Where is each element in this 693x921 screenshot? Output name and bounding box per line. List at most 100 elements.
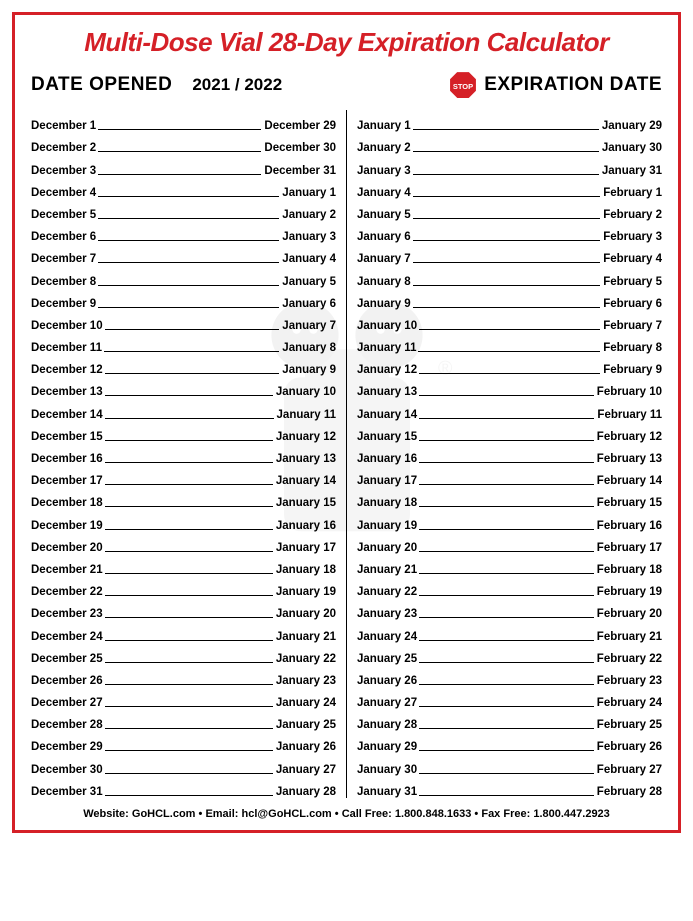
date-row: December 9January 6	[31, 288, 336, 310]
fill-rule	[105, 395, 273, 396]
expire-date: January 25	[276, 719, 336, 731]
open-date: January 12	[357, 364, 417, 376]
expire-date: January 27	[276, 764, 336, 776]
footer-email-label: Email:	[205, 808, 238, 820]
open-date: January 27	[357, 697, 417, 709]
fill-rule	[419, 728, 594, 729]
fill-rule	[105, 462, 273, 463]
open-date: December 2	[31, 142, 96, 154]
date-row: December 11 January 8	[31, 332, 336, 354]
date-row: January 9February 6	[357, 288, 662, 310]
expire-date: January 12	[276, 431, 336, 443]
fill-rule	[419, 462, 594, 463]
date-row: January 22February 19	[357, 576, 662, 598]
expire-date: February 3	[603, 231, 662, 243]
open-date: December 15	[31, 431, 103, 443]
expire-date: January 10	[276, 386, 336, 398]
header-date-opened: DATE OPENED	[31, 74, 172, 96]
date-row: December 24January 21	[31, 620, 336, 642]
open-date: January 6	[357, 231, 411, 243]
date-row: January 5February 2	[357, 199, 662, 221]
date-row: December 17January 14	[31, 465, 336, 487]
open-date: January 5	[357, 209, 411, 221]
fill-rule	[419, 706, 594, 707]
expire-date: January 2	[282, 209, 336, 221]
fill-rule	[105, 706, 273, 707]
open-date: January 24	[357, 631, 417, 643]
date-row: December 5 January 2	[31, 199, 336, 221]
open-date: January 19	[357, 520, 417, 532]
open-date: January 13	[357, 386, 417, 398]
fill-rule	[104, 351, 279, 352]
open-date: December 23	[31, 608, 103, 620]
date-row: December 16January 13	[31, 443, 336, 465]
footer-sep: •	[335, 808, 342, 820]
date-row: January 30February 27	[357, 753, 662, 775]
open-date: December 11	[31, 342, 102, 354]
open-date: January 25	[357, 653, 417, 665]
expire-date: December 31	[264, 165, 336, 177]
fill-rule	[98, 240, 279, 241]
date-row: January 13 February 10	[357, 376, 662, 398]
date-row: December 10January 7	[31, 310, 336, 332]
expire-date: February 25	[597, 719, 662, 731]
open-date: January 3	[357, 165, 411, 177]
open-date: December 13	[31, 386, 103, 398]
open-date: January 30	[357, 764, 417, 776]
expire-date: January 8	[282, 342, 336, 354]
fill-rule	[413, 262, 600, 263]
expire-date: February 12	[597, 431, 662, 443]
footer-call-label: Call Free:	[342, 808, 392, 820]
fill-rule	[419, 684, 594, 685]
expire-date: February 28	[597, 786, 662, 798]
fill-rule	[105, 617, 273, 618]
expire-date: February 20	[597, 608, 662, 620]
fill-rule	[419, 395, 594, 396]
expire-date: February 10	[597, 386, 662, 398]
fill-rule	[418, 351, 600, 352]
fill-rule	[419, 573, 594, 574]
fill-rule	[419, 551, 594, 552]
open-date: December 16	[31, 453, 103, 465]
expire-date: January 28	[276, 786, 336, 798]
expire-date: February 17	[597, 542, 662, 554]
open-date: December 3	[31, 165, 96, 177]
date-table: December 1December 29 December 2 December …	[31, 110, 662, 798]
fill-rule	[98, 307, 279, 308]
fill-rule	[98, 196, 279, 197]
open-date: December 19	[31, 520, 103, 532]
right-column: January 1January 29January 2January 30Ja…	[347, 110, 662, 798]
fill-rule	[105, 329, 280, 330]
fill-rule	[413, 307, 600, 308]
date-row: December 7January 4	[31, 243, 336, 265]
open-date: December 20	[31, 542, 103, 554]
date-row: January 23February 20	[357, 598, 662, 620]
date-row: January 19February 16	[357, 509, 662, 531]
open-date: December 7	[31, 253, 96, 265]
expire-date: February 13	[597, 453, 662, 465]
date-row: December 4January 1	[31, 177, 336, 199]
date-row: January 20February 17	[357, 532, 662, 554]
open-date: January 9	[357, 298, 411, 310]
fill-rule	[105, 573, 273, 574]
expire-date: February 14	[597, 475, 662, 487]
fill-rule	[419, 773, 594, 774]
expire-date: January 17	[276, 542, 336, 554]
open-date: December 6	[31, 231, 96, 243]
date-row: January 29February 26	[357, 731, 662, 753]
date-row: December 1December 29	[31, 110, 336, 132]
expire-date: January 22	[276, 653, 336, 665]
date-row: January 15February 12	[357, 421, 662, 443]
open-date: December 10	[31, 320, 103, 332]
expire-date: January 6	[282, 298, 336, 310]
expire-date: December 29	[264, 120, 336, 132]
open-date: January 7	[357, 253, 411, 265]
fill-rule	[98, 262, 279, 263]
date-row: December 22January 19	[31, 576, 336, 598]
footer-website: GoHCL.com	[132, 808, 196, 820]
expire-date: January 1	[282, 187, 336, 199]
expire-date: January 20	[276, 608, 336, 620]
fill-rule	[105, 373, 280, 374]
open-date: December 5	[31, 209, 96, 221]
date-row: December 28January 25	[31, 709, 336, 731]
